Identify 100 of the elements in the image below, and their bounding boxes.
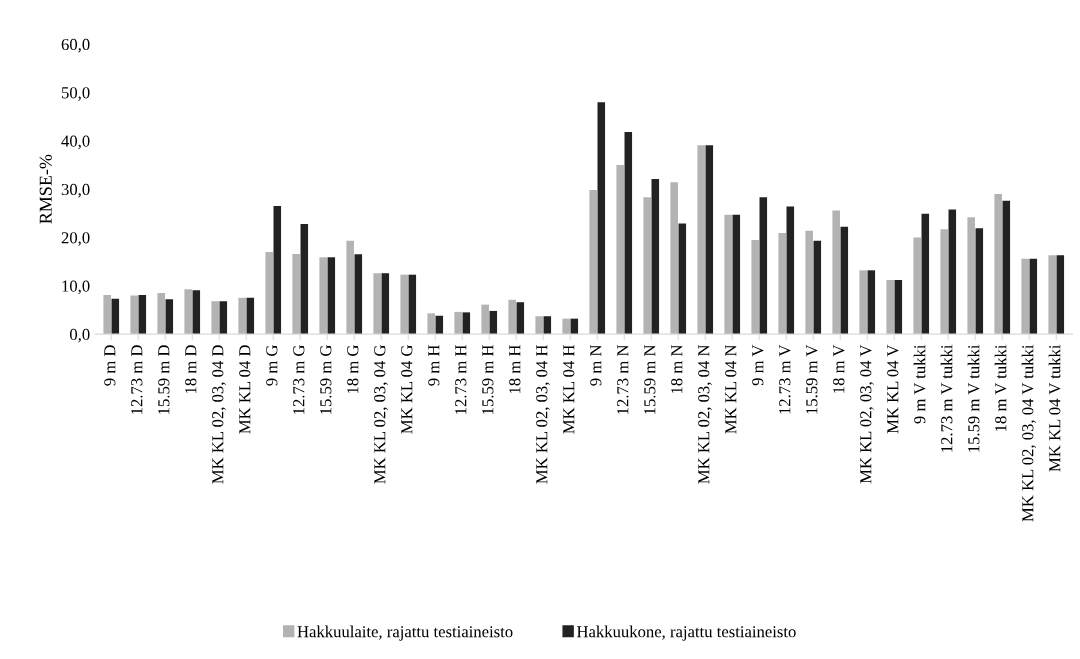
bar xyxy=(327,257,336,335)
bar xyxy=(975,228,984,335)
bar xyxy=(670,182,678,335)
bar xyxy=(373,273,381,335)
bar xyxy=(103,294,111,335)
bar xyxy=(211,301,219,335)
bar xyxy=(624,132,633,335)
x-tick-label: 15.59 m V tukki xyxy=(967,344,980,452)
x-tick-label: 15.59 m V xyxy=(806,344,818,414)
x-tick-label: MK KL 02, 03, 04 G xyxy=(374,345,388,484)
x-tick-label: MK KL 02, 03, 04 H xyxy=(536,345,550,484)
x-tick-label: 12.73 m D xyxy=(131,345,143,414)
bar xyxy=(1002,200,1011,335)
bar xyxy=(948,209,957,335)
bar xyxy=(805,230,813,335)
bar xyxy=(616,164,624,335)
x-tick-label: 9 m V tukki xyxy=(913,344,926,424)
bar xyxy=(238,297,246,335)
bar xyxy=(219,301,228,335)
x-tick-label: 9 m G xyxy=(266,345,278,386)
bar xyxy=(138,294,147,335)
x-tick-label: 18 m N xyxy=(671,344,683,394)
bar xyxy=(535,316,543,335)
bar xyxy=(840,226,849,335)
x-tick-label: 18 m H xyxy=(509,345,521,394)
bar xyxy=(346,240,354,335)
bar xyxy=(759,197,768,335)
bar xyxy=(292,253,300,335)
bar xyxy=(732,214,741,335)
bar xyxy=(273,206,282,335)
y-tick-label: 40,0 xyxy=(61,135,90,150)
bar xyxy=(940,229,948,335)
bar xyxy=(562,318,570,335)
y-tick-label: 60,0 xyxy=(61,38,90,53)
x-tick-label: 15.59 m N xyxy=(644,344,656,414)
bar xyxy=(651,178,660,335)
x-tick-label: 12.73 m N xyxy=(617,344,629,414)
bar xyxy=(454,311,462,335)
bar xyxy=(165,299,174,335)
x-tick-label: 12.73 m G xyxy=(293,345,305,414)
bar xyxy=(130,295,138,335)
y-axis-title: RMSE-% xyxy=(39,154,52,224)
bar xyxy=(886,279,894,335)
bar xyxy=(400,274,408,335)
x-tick-label: 12.73 m V xyxy=(779,344,791,414)
bar xyxy=(678,223,687,335)
x-tick-label: 9 m D xyxy=(104,345,116,386)
bar xyxy=(778,233,786,335)
x-tick-label: MK KL 04 V tukki xyxy=(1048,344,1061,472)
y-tick-label: 50,0 xyxy=(61,87,90,101)
bar xyxy=(1048,255,1056,335)
x-tick-label: MK KL 04 G xyxy=(401,345,413,434)
bar xyxy=(751,239,759,335)
bar xyxy=(462,312,471,335)
bar xyxy=(894,279,903,335)
bar xyxy=(516,302,525,335)
x-tick-label: MK KL 04 H xyxy=(563,345,575,434)
x-tick-label: 12.73 m V tukki xyxy=(940,344,953,452)
legend-label: Hakkuulaite, rajattu testiaineisto xyxy=(297,625,513,641)
x-tick-label: MK KL 02, 03, 04 V tukki xyxy=(1021,344,1036,522)
legend-label: Hakkuukone, rajattu testiaineisto xyxy=(576,625,796,641)
x-tick-label: 15.59 m H xyxy=(482,345,494,414)
bar xyxy=(192,290,201,335)
y-tick-label: 10,0 xyxy=(62,280,90,295)
x-tick-label: MK KL 02, 03, 04 D xyxy=(212,345,226,484)
x-tick-label: MK KL 04 N xyxy=(725,344,737,434)
bar xyxy=(867,270,876,335)
x-tick-label: 9 m H xyxy=(428,345,440,386)
bar xyxy=(508,299,516,335)
y-tick-label: 20,0 xyxy=(61,232,90,246)
x-tick-label: 18 m G xyxy=(347,345,359,394)
bar xyxy=(597,102,606,335)
x-tick-label: 9 m V xyxy=(752,344,764,386)
bar xyxy=(813,240,822,335)
bar xyxy=(408,274,417,335)
x-tick-label: MK KL 02, 03, 04 N xyxy=(698,344,712,484)
bar xyxy=(832,210,840,335)
bar xyxy=(300,223,309,335)
bar xyxy=(913,237,921,335)
x-tick-label: MK KL 02, 03, 04 V xyxy=(860,344,874,484)
x-tick-label: 12.73 m H xyxy=(455,345,467,414)
bar xyxy=(354,254,363,335)
bar xyxy=(967,217,975,335)
x-tick-label: 18 m V tukki xyxy=(994,344,1007,431)
y-tick-label: 0,0 xyxy=(69,328,90,343)
bar xyxy=(643,197,651,335)
bar xyxy=(921,213,930,335)
x-tick-label: 18 m D xyxy=(185,345,197,394)
bar xyxy=(724,214,732,335)
bar xyxy=(705,145,714,335)
bar xyxy=(859,270,867,335)
bar xyxy=(589,190,597,335)
bar xyxy=(381,273,390,335)
bar xyxy=(1056,255,1065,335)
x-tick-label: 15.59 m G xyxy=(320,345,332,414)
x-tick-label: 15.59 m D xyxy=(158,345,170,414)
bar xyxy=(427,313,435,335)
x-tick-label: MK KL 04 D xyxy=(239,345,251,434)
bar xyxy=(319,257,327,335)
x-tick-label: 18 m V xyxy=(833,344,845,393)
